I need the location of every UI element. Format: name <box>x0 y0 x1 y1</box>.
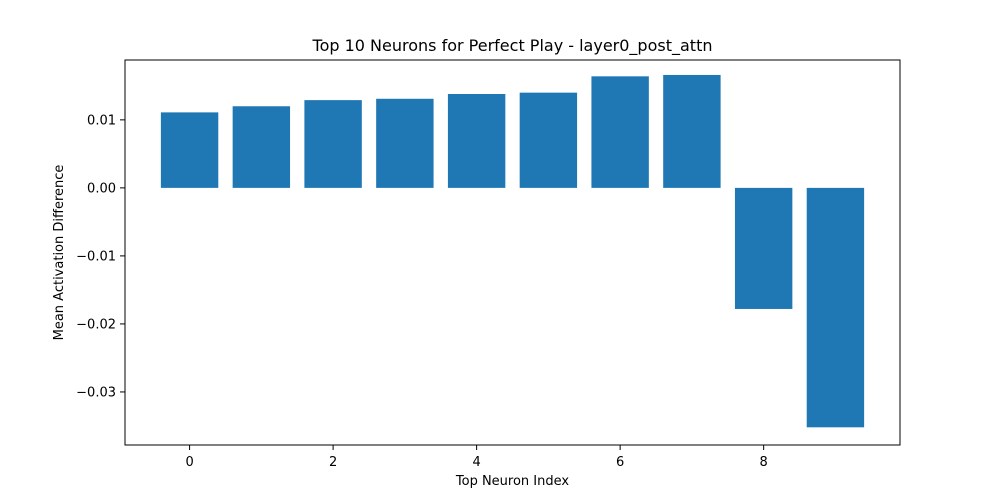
y-tick-label: 0.01 <box>87 113 116 128</box>
bar-neuron-9 <box>806 187 865 428</box>
chart-title: Top 10 Neurons for Perfect Play - layer0… <box>312 36 713 56</box>
x-tick-label: 0 <box>185 455 193 470</box>
x-tick-label: 2 <box>329 455 337 470</box>
bar-neuron-8 <box>734 187 793 309</box>
y-axis-label: Mean Activation Difference <box>52 165 67 341</box>
plot-frame <box>124 59 901 446</box>
bar-neuron-3 <box>376 98 434 188</box>
y-axis-ticks: 0.01 0.00 −0.01 −0.02 −0.03 <box>76 113 125 400</box>
bar-neuron-4 <box>447 94 506 188</box>
x-axis-ticks: 0 2 4 6 8 <box>185 445 768 470</box>
x-tick-label: 6 <box>616 455 624 470</box>
bar-neuron-5 <box>519 92 578 188</box>
bar-neuron-1 <box>232 106 291 188</box>
bar-neuron-0 <box>160 112 219 188</box>
x-tick-label: 8 <box>760 455 768 470</box>
x-axis-label: Top Neuron Index <box>455 474 570 489</box>
bar-neuron-7 <box>663 74 721 188</box>
y-tick-label: −0.01 <box>76 249 116 264</box>
y-tick-label: −0.03 <box>76 385 116 400</box>
y-tick-label: −0.02 <box>76 317 116 332</box>
x-tick-label: 4 <box>472 455 480 470</box>
bar-neuron-6 <box>591 76 649 188</box>
bars-group <box>160 74 865 428</box>
bar-neuron-2 <box>304 100 362 188</box>
y-tick-label: 0.00 <box>87 181 116 196</box>
